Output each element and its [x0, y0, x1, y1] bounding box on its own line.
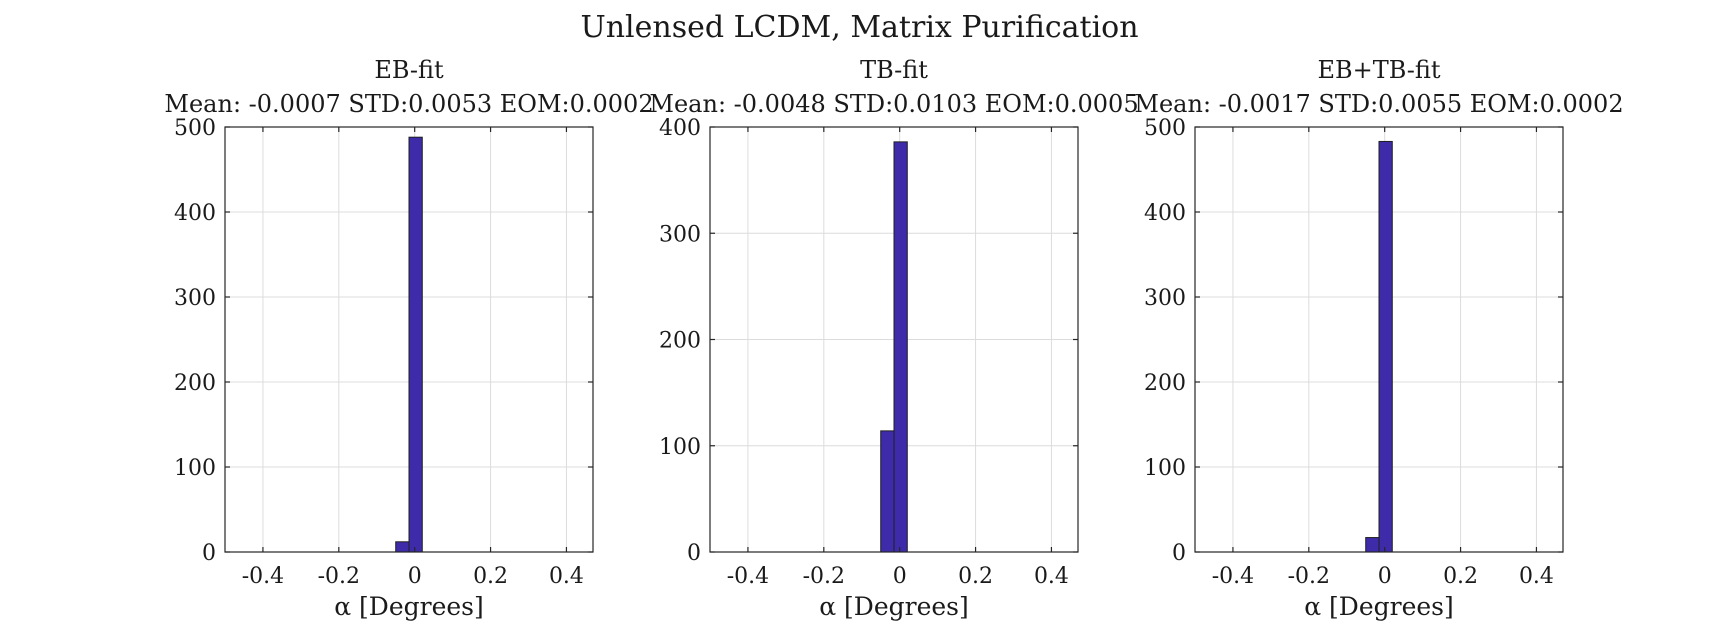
- y-tick-label: 400: [659, 116, 701, 141]
- x-tick-label: -0.4: [727, 564, 769, 589]
- x-axis-label: α [Degrees]: [334, 592, 484, 621]
- y-tick-label: 0: [1172, 541, 1186, 566]
- histogram-bar: [395, 541, 410, 553]
- x-tick-label: 0.4: [549, 564, 584, 589]
- x-tick-label: -0.4: [1212, 564, 1254, 589]
- figure-title: Unlensed LCDM, Matrix Purification: [580, 10, 1138, 45]
- x-tick-label: 0: [408, 564, 422, 589]
- histogram-bar: [408, 136, 423, 553]
- x-tick-label: 0.2: [958, 564, 993, 589]
- y-tick-label: 0: [202, 541, 216, 566]
- x-axis-label: α [Degrees]: [1304, 592, 1454, 621]
- subplot-stats: Mean: -0.0048 STD:0.0103 EOM:0.0005: [649, 90, 1138, 118]
- x-tick-label: -0.2: [318, 564, 360, 589]
- subplot-panel-2: TB-fit Mean: -0.0048 STD:0.0103 EOM:0.000…: [649, 56, 1138, 621]
- y-tick-label: 100: [1144, 456, 1186, 481]
- y-tick-label: 200: [174, 371, 216, 396]
- y-tick-label: 400: [1144, 201, 1186, 226]
- y-tick-label: 300: [174, 286, 216, 311]
- y-tick-label: 500: [174, 116, 216, 141]
- histogram-bar: [880, 430, 895, 553]
- axes-box: [224, 126, 594, 553]
- x-tick-label: 0: [1378, 564, 1392, 589]
- subplot-title: TB-fit: [860, 56, 928, 84]
- y-tick-label: 100: [659, 435, 701, 460]
- histogram-bar: [1378, 140, 1393, 553]
- y-tick-label: 400: [174, 201, 216, 226]
- x-tick-label: -0.4: [242, 564, 284, 589]
- subplot-panel-1: EB-fit Mean: -0.0007 STD:0.0053 EOM:0.000…: [164, 56, 653, 621]
- x-tick-label: 0.2: [473, 564, 508, 589]
- x-axis-label: α [Degrees]: [819, 592, 969, 621]
- x-tick-label: 0: [893, 564, 907, 589]
- subplot-title: EB+TB-fit: [1317, 56, 1440, 84]
- y-tick-label: 200: [1144, 371, 1186, 396]
- subplot-stats: Mean: -0.0007 STD:0.0053 EOM:0.0002: [164, 90, 653, 118]
- subplot-stats: Mean: -0.0017 STD:0.0055 EOM:0.0002: [1134, 90, 1623, 118]
- y-tick-label: 100: [174, 456, 216, 481]
- x-tick-label: -0.2: [1288, 564, 1330, 589]
- x-tick-label: 0.2: [1443, 564, 1478, 589]
- x-tick-label: 0.4: [1519, 564, 1554, 589]
- histogram-bar: [893, 141, 908, 553]
- axes-box: [1194, 126, 1564, 553]
- x-tick-label: -0.2: [803, 564, 845, 589]
- y-tick-label: 500: [1144, 116, 1186, 141]
- y-tick-label: 300: [659, 222, 701, 247]
- y-tick-label: 0: [687, 541, 701, 566]
- y-tick-label: 200: [659, 329, 701, 354]
- subplots-group: EB-fit Mean: -0.0007 STD:0.0053 EOM:0.000…: [164, 56, 1623, 621]
- x-tick-label: 0.4: [1034, 564, 1069, 589]
- y-tick-label: 300: [1144, 286, 1186, 311]
- subplot-panel-3: EB+TB-fit Mean: -0.0017 STD:0.0055 EOM:0.…: [1134, 56, 1623, 621]
- histogram-bar: [1365, 537, 1380, 553]
- subplot-title: EB-fit: [374, 56, 444, 84]
